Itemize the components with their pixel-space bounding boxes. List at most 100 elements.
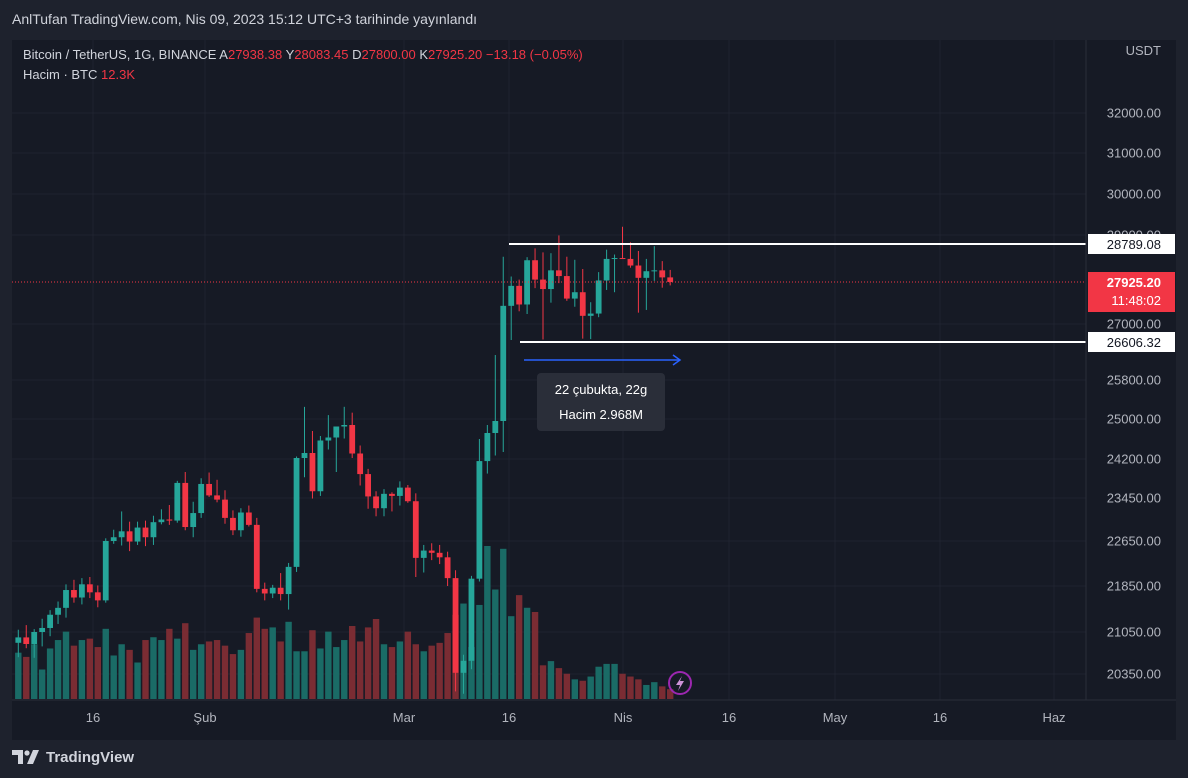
candle-body (556, 270, 562, 277)
measure-bars: 22 çubukta, 22g (554, 382, 648, 397)
volume-bar (221, 645, 229, 699)
volume-bar (110, 655, 117, 699)
candle-body (595, 280, 602, 314)
volume-bar (94, 647, 101, 699)
volume-bar (349, 626, 356, 699)
grid (12, 40, 1086, 700)
volume-bar (476, 604, 483, 699)
change-value: −13.18 (−0.05%) (485, 47, 583, 62)
candle-body (317, 440, 324, 492)
time-tick-label: 16 (722, 710, 736, 725)
time-tick-label: May (823, 710, 848, 725)
price-tick-label: 25800.00 (1107, 373, 1161, 388)
volume-bar (31, 644, 38, 699)
candle-body (603, 258, 610, 281)
volume-bar (23, 656, 30, 699)
candle-body (79, 584, 85, 598)
high-label: Y (285, 47, 295, 62)
volume-bar (412, 644, 419, 699)
price-tick-label: 31000.00 (1107, 146, 1161, 161)
candle-body (134, 527, 141, 542)
volume-bar (126, 649, 133, 699)
volume-bar (539, 665, 547, 699)
volume-bar (364, 627, 372, 699)
support-price-label: 26606.32 (1107, 335, 1161, 350)
price-chart[interactable]: 16 Şub Mar 16 Nis 16 May 16 Haz 32000.00 31000.00 3… (12, 40, 1176, 740)
candle-body (39, 627, 46, 632)
tradingview-logo-icon[interactable] (12, 750, 40, 764)
volume-bar (500, 548, 507, 699)
candle-body (142, 527, 149, 538)
candle-body (571, 292, 578, 299)
candle-body (389, 493, 395, 496)
candle-body (460, 660, 467, 673)
candle-body (397, 487, 403, 496)
candle-body (579, 292, 586, 316)
candle-body (309, 453, 316, 492)
volume-bar (134, 662, 141, 699)
open-label: A (219, 47, 228, 62)
candle-body (31, 632, 38, 644)
lightning-icon[interactable] (668, 671, 692, 695)
volume-bar (277, 641, 284, 699)
candle-body (524, 260, 530, 305)
candle-body (436, 552, 443, 558)
candle-body (261, 588, 268, 594)
volume-bar (261, 628, 268, 699)
low-label: D (352, 47, 362, 62)
candle-body (325, 437, 332, 441)
candle-body (47, 614, 53, 628)
header: AnlTufan TradingView.com, Nis 09, 2023 1… (0, 0, 1188, 40)
measure-arrow-head (672, 354, 682, 366)
high-value: 28083.45 (294, 47, 349, 62)
volume-bar (619, 673, 626, 699)
candle-body (659, 270, 666, 278)
volume-bar (229, 654, 237, 699)
candle-body (508, 285, 515, 306)
volume-value: 12.3K (101, 67, 135, 82)
candle-body (381, 493, 387, 509)
volume-bar (142, 640, 149, 699)
volume-label[interactable]: Hacim · BTC (23, 67, 98, 82)
price-tick-label: 23450.00 (1107, 491, 1161, 506)
candle-body (190, 513, 197, 528)
candle-body (23, 637, 30, 644)
candle-body (86, 584, 93, 593)
candle-body (269, 587, 276, 594)
tradingview-brand[interactable]: TradingView (46, 748, 135, 766)
legend-row-price: Bitcoin / TetherUS, 1G, BINANCE A27938.3… (23, 45, 583, 65)
volume-bar (62, 631, 70, 699)
time-tick-label: Şub (193, 710, 216, 725)
candle-body (373, 496, 379, 509)
legend-row-volume: Hacim · BTC 12.3K (23, 65, 583, 85)
volume-bar (436, 642, 443, 699)
symbol-name[interactable]: Bitcoin / TetherUS, 1G, BINANCE (23, 47, 217, 62)
candle-body (444, 557, 451, 579)
candle-body (548, 270, 554, 290)
volume-bar (118, 644, 125, 699)
chart-panel[interactable]: 16 Şub Mar 16 Nis 16 May 16 Haz 32000.00 31000.00 3… (12, 40, 1176, 740)
time-tick-label: 16 (86, 710, 100, 725)
resistance-price-label: 28789.08 (1107, 237, 1161, 252)
volume-bar (547, 661, 555, 699)
volume-bars (15, 546, 674, 699)
volume-bar (102, 628, 109, 699)
lightning-icon-bolt (676, 676, 684, 691)
drawings (12, 243, 1086, 366)
candle-body (198, 483, 205, 514)
measure-tooltip: 22 çubukta, 22g Hacim 2.968M (537, 373, 665, 431)
candle-body (651, 270, 658, 272)
current-price-label-bg (1088, 272, 1175, 312)
volume-bar (579, 680, 586, 699)
bar-countdown-label: 11:48:02 (1111, 293, 1161, 308)
volume-bar (309, 630, 316, 699)
volume-bar (651, 682, 658, 699)
price-tick-label: 25000.00 (1107, 412, 1161, 427)
candle-body (293, 458, 300, 567)
footer: TradingView (12, 746, 134, 768)
candle-body (341, 425, 348, 427)
candle-body (587, 313, 594, 316)
candle-body (126, 531, 133, 542)
volume-bar (635, 679, 642, 699)
volume-bar (70, 645, 78, 699)
